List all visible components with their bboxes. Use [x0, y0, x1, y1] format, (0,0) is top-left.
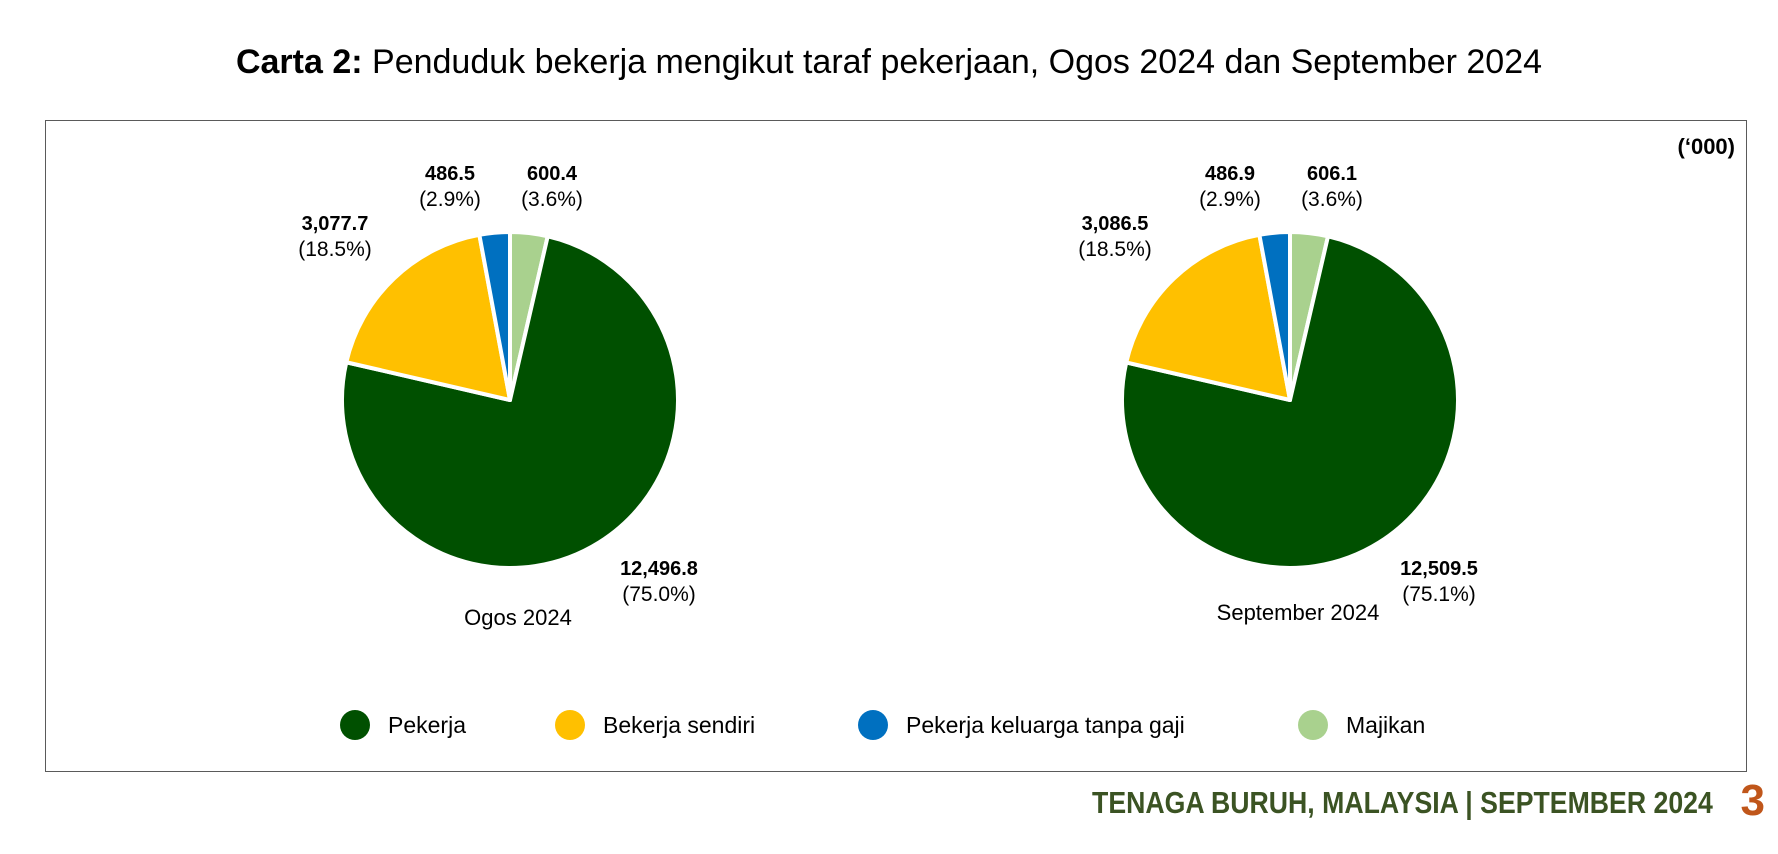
- unit-label: (‘000): [1677, 134, 1735, 159]
- data-label-percent-september-0: (75.1%): [1402, 583, 1476, 606]
- chart-title-prefix: Carta 2:: [235, 43, 363, 81]
- pie-slice-september-0: [1120, 234, 1460, 570]
- pie-slice-ogos-2: [477, 230, 512, 402]
- legend-swatch-majikan: [1298, 710, 1328, 740]
- legend-swatch-bekerja-sendiri: [555, 710, 585, 740]
- legend-item-pekerja-keluarga: Pekerja keluarga tanpa gaji: [858, 705, 1185, 745]
- data-label-value-ogos-1: 3,077.7: [302, 213, 369, 235]
- pie-slice-september-1: [1124, 232, 1292, 402]
- data-label-value-september-1: 3,086.5: [1082, 213, 1149, 235]
- pie-title-september: September 2024: [1217, 600, 1380, 625]
- footer-text: TENAGA BURUH, MALAYSIA | SEPTEMBER 2024: [1092, 785, 1713, 820]
- data-label-percent-september-3: (3.6%): [1301, 188, 1363, 211]
- data-label-percent-september-1: (18.5%): [1078, 238, 1152, 261]
- data-label-value-ogos-2: 486.5: [425, 163, 475, 185]
- data-label-percent-ogos-0: (75.0%): [622, 583, 696, 606]
- legend-label-pekerja-keluarga: Pekerja keluarga tanpa gaji: [906, 711, 1185, 738]
- data-label-value-september-0: 12,509.5: [1400, 558, 1478, 580]
- chart-frame: [45, 120, 1747, 772]
- legend-item-pekerja: Pekerja: [340, 705, 466, 745]
- legend-swatch-pekerja-keluarga: [858, 710, 888, 740]
- pie-slice-ogos-0: [340, 234, 680, 570]
- data-label-percent-ogos-1: (18.5%): [298, 238, 372, 261]
- data-label-value-ogos-0: 12,496.8: [620, 558, 698, 580]
- data-label-value-september-2: 486.9: [1205, 163, 1255, 185]
- legend-item-majikan: Majikan: [1298, 705, 1425, 745]
- data-label-value-ogos-3: 600.4: [527, 163, 578, 185]
- legend-label-majikan: Majikan: [1346, 711, 1426, 738]
- chart-title-text: Penduduk bekerja mengikut taraf pekerjaa…: [372, 43, 1543, 81]
- legend-label-pekerja: Pekerja: [388, 711, 466, 738]
- legend-swatch-pekerja: [340, 710, 370, 740]
- data-label-value-september-3: 606.1: [1307, 163, 1357, 185]
- legend-item-bekerja-sendiri: Bekerja sendiri: [555, 705, 755, 745]
- data-label-percent-ogos-3: (3.6%): [521, 188, 583, 211]
- pie-title-ogos: Ogos 2024: [464, 605, 572, 630]
- chart-title: Carta 2: Penduduk bekerja mengikut taraf…: [0, 42, 1778, 82]
- legend-label-bekerja-sendiri: Bekerja sendiri: [603, 711, 756, 738]
- pie-slice-september-2: [1257, 230, 1292, 402]
- data-label-percent-ogos-2: (2.9%): [419, 188, 481, 211]
- pie-slice-ogos-1: [344, 232, 512, 402]
- data-label-percent-september-2: (2.9%): [1199, 188, 1261, 211]
- page-number: 3: [1740, 776, 1765, 825]
